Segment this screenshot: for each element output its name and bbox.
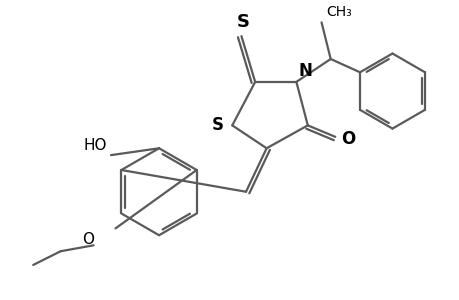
Text: CH₃: CH₃ bbox=[325, 5, 351, 19]
Text: S: S bbox=[236, 13, 249, 31]
Text: S: S bbox=[212, 116, 224, 134]
Text: O: O bbox=[340, 130, 354, 148]
Text: O: O bbox=[82, 232, 94, 247]
Text: HO: HO bbox=[84, 138, 107, 153]
Text: N: N bbox=[297, 61, 311, 80]
